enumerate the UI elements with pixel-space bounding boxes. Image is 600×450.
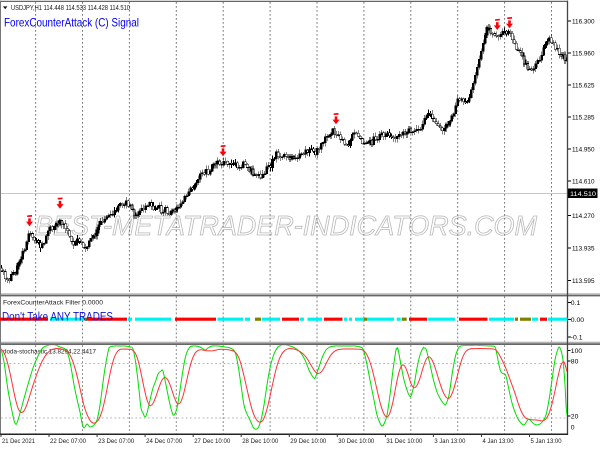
- svg-text:24 Dec 07:00: 24 Dec 07:00: [146, 438, 182, 445]
- svg-text:27 Dec 10:00: 27 Dec 10:00: [194, 438, 230, 445]
- svg-text:114.270: 114.270: [572, 213, 595, 220]
- svg-text:22 Dec 07:00: 22 Dec 07:00: [50, 438, 86, 445]
- svg-text:113.935: 113.935: [572, 245, 595, 252]
- svg-text:113.595: 113.595: [572, 278, 595, 285]
- svg-text:116.300: 116.300: [572, 18, 595, 25]
- svg-text:31 Dec 10:00: 31 Dec 10:00: [386, 438, 422, 445]
- svg-text:5 Jan 13:00: 5 Jan 13:00: [531, 438, 562, 445]
- svg-text:BEST-METATRADER-INDICATORS.COM: BEST-METATRADER-INDICATORS.COM: [35, 210, 538, 241]
- svg-text:100: 100: [571, 348, 583, 355]
- svg-text:doda-stochastic 13.8294,22.441: doda-stochastic 13.8294,22.4417: [3, 349, 96, 356]
- svg-text:80: 80: [571, 358, 579, 365]
- svg-text:0.1: 0.1: [571, 300, 581, 307]
- svg-text:USDJPY,H1 114.448 114.533 114: USDJPY,H1 114.448 114.533 114.428 114.51…: [11, 5, 130, 12]
- svg-text:115.625: 115.625: [572, 82, 595, 89]
- svg-text:115.960: 115.960: [572, 50, 595, 57]
- svg-text:3 Jan 13:00: 3 Jan 13:00: [434, 438, 465, 445]
- svg-text:0.00: 0.00: [571, 317, 584, 324]
- svg-text:114.950: 114.950: [572, 146, 595, 153]
- svg-text:115.285: 115.285: [572, 114, 595, 121]
- svg-text:ForexCounterAttack Filter 0.00: ForexCounterAttack Filter 0.0000: [3, 300, 103, 307]
- svg-text:30 Dec 10:00: 30 Dec 10:00: [338, 438, 374, 445]
- svg-text:Don't Take ANY TRADES: Don't Take ANY TRADES: [2, 310, 113, 324]
- svg-text:4 Jan 13:00: 4 Jan 13:00: [483, 438, 514, 445]
- svg-text:20: 20: [571, 413, 579, 420]
- svg-text:29 Dec 10:00: 29 Dec 10:00: [290, 438, 326, 445]
- svg-text:114.510: 114.510: [570, 191, 596, 198]
- svg-text:0: 0: [571, 425, 575, 432]
- svg-text:23 Dec 07:00: 23 Dec 07:00: [98, 438, 134, 445]
- svg-text:21 Dec 2021: 21 Dec 2021: [2, 438, 35, 445]
- svg-text:114.610: 114.610: [572, 178, 595, 185]
- svg-text:ForexCounterAttack (C) Signal: ForexCounterAttack (C) Signal: [4, 16, 139, 30]
- svg-text:-0.1: -0.1: [571, 334, 583, 341]
- svg-text:28 Dec 10:00: 28 Dec 10:00: [242, 438, 278, 445]
